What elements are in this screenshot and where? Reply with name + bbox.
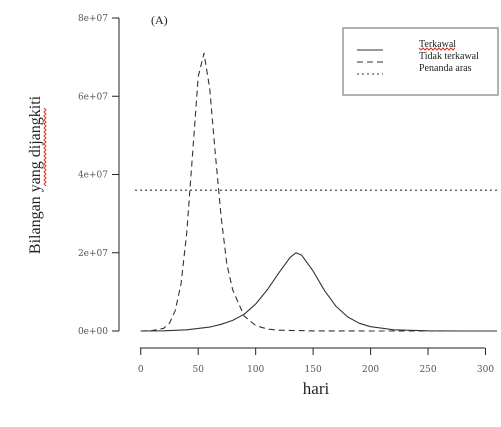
x-tick-label: 150: [305, 365, 322, 375]
y-axis-label: Bilangan yang dijangkiti: [27, 95, 44, 254]
x-tick-label: 200: [362, 365, 379, 375]
x-axis-label: hari: [303, 379, 330, 398]
y-tick-label: 0e+00: [78, 327, 108, 337]
x-tick-label: 300: [477, 365, 494, 375]
panel-label: (A): [151, 13, 168, 27]
legend-box: [342, 27, 499, 96]
y-tick-label: 2e+07: [78, 249, 108, 259]
y-tick-label: 4e+07: [78, 171, 108, 181]
y-tick-label: 8e+07: [78, 14, 108, 24]
series-line-2: [140, 52, 497, 332]
x-ticks: 0 50 100 150 200 250 300: [138, 348, 494, 375]
legend-label-3: Penanda aras: [419, 63, 472, 74]
series-layer: [135, 52, 497, 332]
y-ticks: 0e+00 2e+07 4e+07 6e+07 8e+07: [78, 14, 119, 337]
y-label-spellcheck-underline: [43, 107, 47, 187]
legend-label-2: Tidak terkawal: [419, 51, 479, 62]
series-line-1: [140, 252, 497, 332]
x-tick-label: 0: [138, 365, 144, 375]
x-tick-label: 50: [192, 365, 204, 375]
x-tick-label: 100: [247, 365, 264, 375]
legend-spellcheck-underline: [418, 47, 456, 51]
legend-label-1: Terkawal: [419, 39, 456, 50]
y-tick-label: 6e+07: [78, 92, 108, 102]
x-tick-label: 250: [419, 365, 436, 375]
